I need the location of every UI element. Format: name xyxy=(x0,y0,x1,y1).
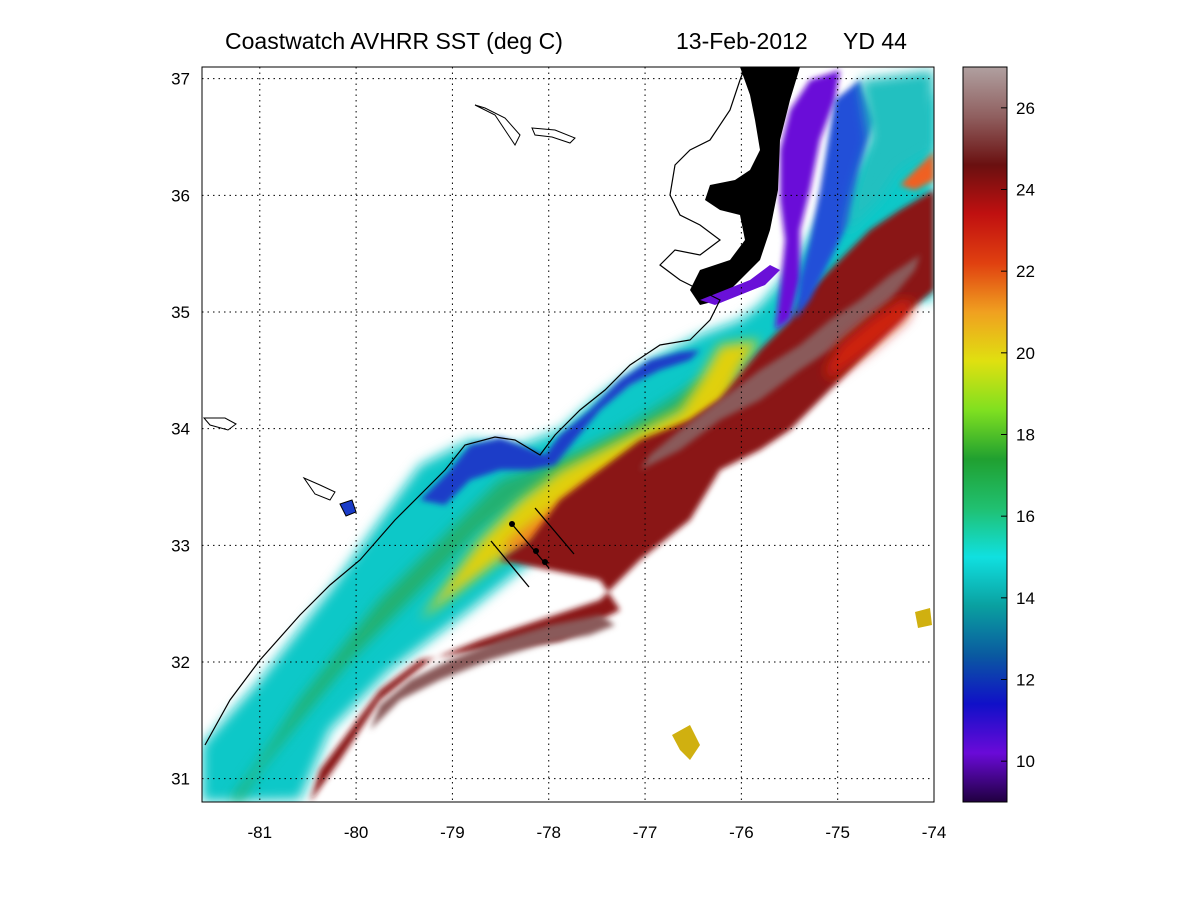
lon-tick-label: -74 xyxy=(922,823,947,842)
coastal-cold-band xyxy=(420,350,700,505)
longitude-tick-labels: -81 -80 -79 -78 -77 -76 -75 -74 xyxy=(248,823,947,842)
lon-tick-label: -79 xyxy=(440,823,465,842)
plot-frame xyxy=(201,66,935,803)
lon-tick-label: -77 xyxy=(633,823,658,842)
map-yearday: YD 44 xyxy=(843,28,907,54)
colorbar-tick-label: 24 xyxy=(1016,181,1035,200)
lat-tick-label: 31 xyxy=(171,770,190,789)
transect-line-3 xyxy=(534,507,575,555)
colorbar-tick-label: 18 xyxy=(1016,426,1035,445)
colorbar-tick-label: 14 xyxy=(1016,589,1035,608)
lake-blue-west xyxy=(339,499,357,517)
teal-offshore-north xyxy=(845,70,934,235)
lon-tick-label: -78 xyxy=(536,823,561,842)
sst-field xyxy=(202,67,934,802)
cold-inshore-blue xyxy=(795,80,875,320)
colorbar-tick-label: 22 xyxy=(1016,262,1035,281)
lat-tick-label: 33 xyxy=(171,536,190,555)
lon-tick-label: -75 xyxy=(825,823,850,842)
cold-inshore-purple xyxy=(775,70,840,330)
map-title: Coastwatch AVHRR SST (deg C) xyxy=(225,28,563,54)
colorbar-tick-labels: 26 24 22 20 18 16 14 12 10 xyxy=(1001,99,1035,771)
colorbar xyxy=(962,66,1008,803)
pamlico-sound-purple xyxy=(700,265,780,305)
lat-tick-label: 37 xyxy=(171,70,190,89)
gulf-stream xyxy=(310,190,934,802)
lon-tick-label: -80 xyxy=(344,823,369,842)
lake-outline-west2 xyxy=(202,417,237,431)
colorbar-tick-label: 10 xyxy=(1016,752,1035,771)
lake-outline-west xyxy=(302,476,336,501)
warm-core-south xyxy=(370,615,615,730)
lon-tick-label: -81 xyxy=(248,823,273,842)
colorbar-tick-label: 16 xyxy=(1016,507,1035,526)
lat-tick-label: 32 xyxy=(171,653,190,672)
land-mask xyxy=(690,67,800,305)
colorbar-tick-label: 26 xyxy=(1016,99,1035,118)
orange-filament-ne xyxy=(900,150,934,190)
warm-core-north xyxy=(640,255,920,470)
station-marker xyxy=(509,521,515,527)
lat-tick-label: 35 xyxy=(171,303,190,322)
station-marker xyxy=(542,559,548,565)
transect-line-1 xyxy=(490,540,530,588)
colorbar-tick-label: 12 xyxy=(1016,671,1035,690)
latitude-tick-labels: 37 36 35 34 33 32 31 xyxy=(171,70,190,789)
lon-tick-label: -76 xyxy=(729,823,754,842)
lat-tick-label: 36 xyxy=(171,186,190,205)
estuary-outline-1 xyxy=(474,104,521,146)
colorbar-tick-label: 20 xyxy=(1016,344,1035,363)
coastline xyxy=(204,66,746,746)
lat-tick-label: 34 xyxy=(171,420,190,439)
warm-patch-e xyxy=(915,608,932,628)
warm-patch-sw xyxy=(672,725,700,760)
map-date: 13-Feb-2012 xyxy=(676,28,808,54)
red-patch-east xyxy=(825,300,915,380)
estuary-outline-2 xyxy=(531,127,576,144)
station-markers xyxy=(509,521,548,565)
station-marker xyxy=(533,548,539,554)
